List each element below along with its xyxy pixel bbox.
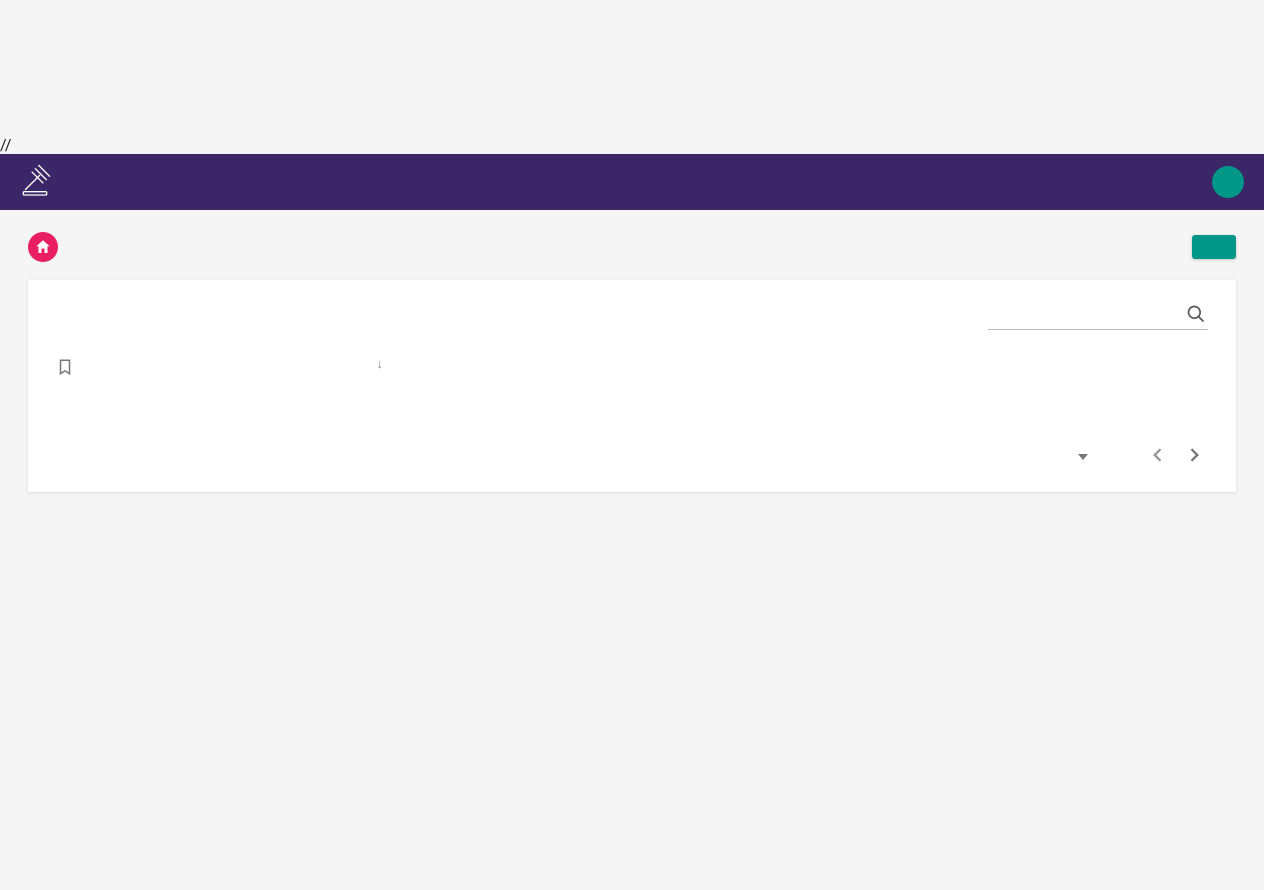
project-list-card: ↓ <box>28 280 1236 492</box>
sort-desc-icon: ↓ <box>377 357 384 372</box>
brand <box>20 162 72 202</box>
welcome-block <box>1200 166 1244 198</box>
gavel-icon <box>20 162 60 202</box>
bookmark-icon <box>56 367 74 382</box>
next-page-button[interactable] <box>1190 448 1200 466</box>
col-jurisdictions[interactable] <box>739 338 844 396</box>
col-name[interactable] <box>87 338 361 396</box>
col-protocol[interactable] <box>634 338 739 396</box>
create-project-button[interactable] <box>1192 235 1236 259</box>
col-coding-scheme[interactable] <box>845 338 950 396</box>
col-bookmark <box>28 338 87 396</box>
avatar[interactable] <box>1212 166 1244 198</box>
col-actions <box>950 338 1181 396</box>
rows-per-page-select[interactable] <box>1072 454 1088 460</box>
search-input[interactable] <box>988 300 1208 330</box>
pagination <box>28 396 1236 474</box>
col-date[interactable]: ↓ <box>361 338 498 396</box>
prev-page-button[interactable] <box>1152 448 1162 466</box>
chevron-down-icon <box>1078 454 1088 460</box>
home-icon[interactable] <box>28 232 58 262</box>
search-icon[interactable] <box>1186 304 1206 328</box>
col-edited-by[interactable] <box>497 338 634 396</box>
topbar <box>0 154 1264 210</box>
project-table: ↓ <box>28 338 1236 396</box>
page-header <box>0 210 1264 280</box>
col-export[interactable] <box>1181 338 1236 396</box>
